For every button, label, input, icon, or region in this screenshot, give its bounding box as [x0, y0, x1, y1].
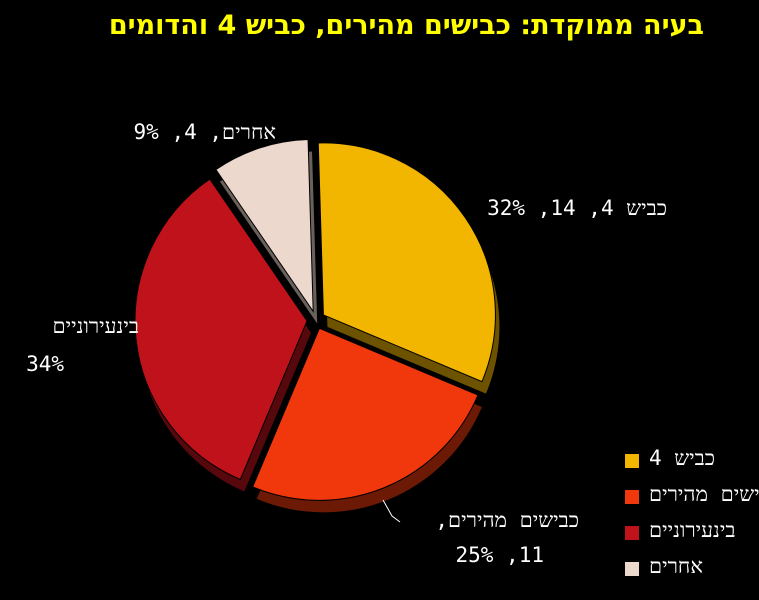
chart-title: בעיה ממוקדת: כבישים מהירים, כביש 4 והדומ… — [108, 10, 704, 41]
legend-swatch — [625, 454, 639, 468]
legend-swatch — [625, 526, 639, 540]
pie-slice — [134, 178, 308, 481]
slice-label-binironiyim-percent: 34% — [26, 352, 64, 376]
pie-slice — [317, 142, 496, 383]
legend-label: אחרים — [649, 554, 703, 578]
pie-slice — [215, 139, 314, 314]
legend-item-binironiyim: בינעירוניים — [625, 518, 759, 554]
pie-slice — [252, 327, 479, 501]
legend: כביש 4 כבישים מהירים בינעירוניים אחרים — [625, 446, 759, 596]
slice-label-binironiyim: בינעירוניים — [52, 314, 139, 338]
legend-label: בינעירוניים — [649, 518, 736, 542]
legend-swatch — [625, 490, 639, 504]
slice-label-kvish4: כביש 4, 14, 32% — [487, 196, 667, 220]
slice-label-kvishim-mehirim-values: 11, 25% — [455, 543, 544, 567]
legend-label: כביש 4 — [649, 446, 716, 470]
legend-label: כבישים מהירים — [649, 482, 759, 506]
legend-item-kvishim-mehirim: כבישים מהירים — [625, 482, 759, 518]
legend-swatch — [625, 562, 639, 576]
slice-label-kvishim-mehirim: כבישים מהירים, — [435, 508, 579, 532]
legend-item-kvish4: כביש 4 — [625, 446, 759, 482]
legend-item-aherim: אחרים — [625, 554, 759, 590]
slice-label-aherim: אחרים, 4, 9% — [133, 120, 277, 144]
